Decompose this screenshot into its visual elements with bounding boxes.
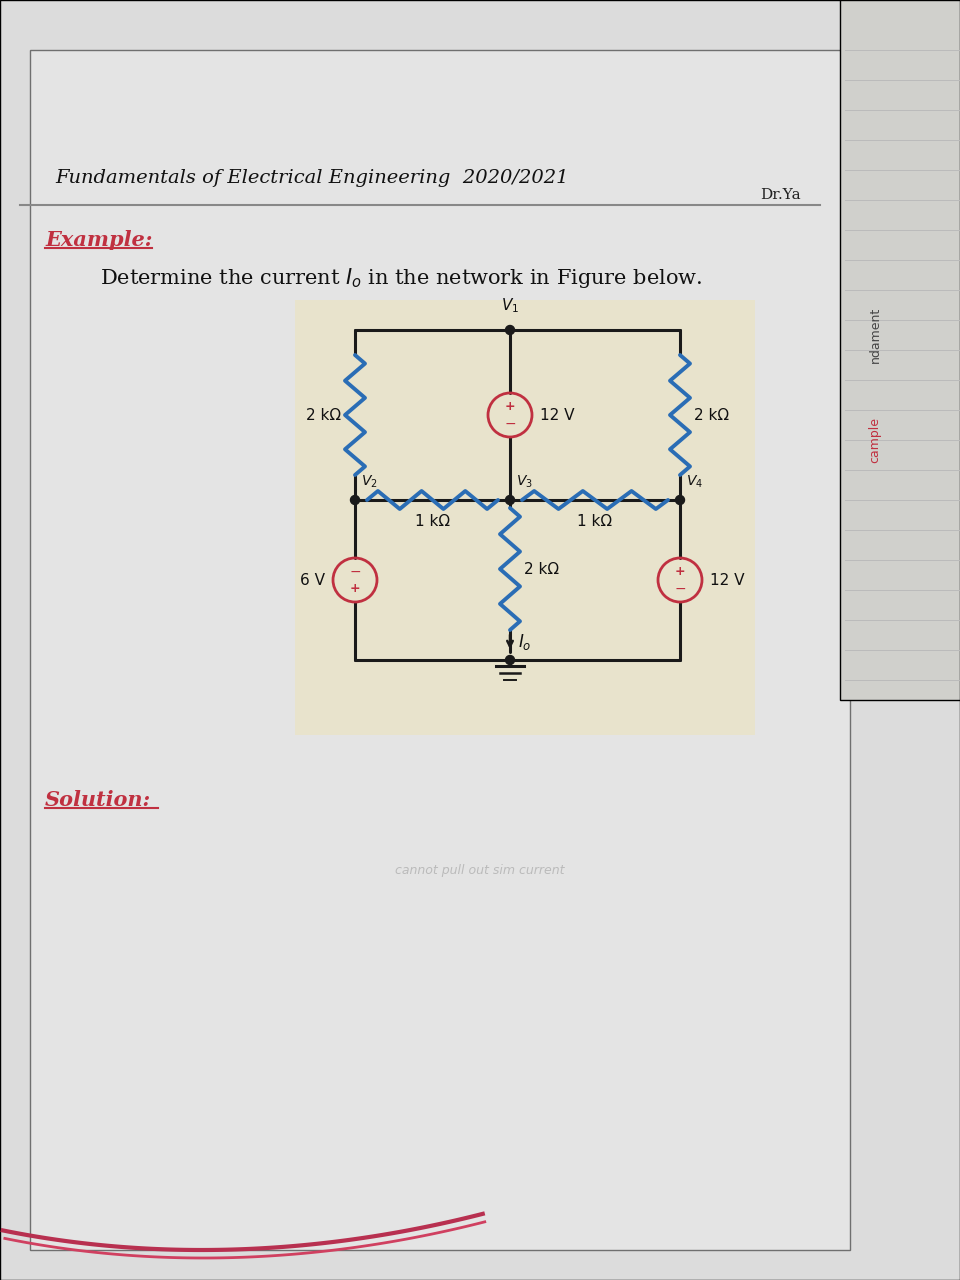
Text: cample: cample (869, 417, 881, 463)
FancyBboxPatch shape (30, 50, 851, 1251)
Text: $I_o$: $I_o$ (518, 632, 532, 652)
Text: 2 kΩ: 2 kΩ (694, 407, 730, 422)
Text: Fundamentals of Electrical Engineering  2020/2021: Fundamentals of Electrical Engineering 2… (55, 169, 568, 187)
Text: 12 V: 12 V (710, 572, 745, 588)
Text: Dr.Ya: Dr.Ya (760, 188, 801, 202)
Text: Solution:: Solution: (45, 790, 152, 810)
Text: $V_4$: $V_4$ (686, 474, 703, 490)
Text: 2 kΩ: 2 kΩ (524, 562, 559, 576)
Text: ndament: ndament (869, 307, 881, 364)
Text: cannot pull out sim current: cannot pull out sim current (396, 864, 564, 877)
FancyBboxPatch shape (840, 0, 960, 700)
Text: +: + (505, 401, 516, 413)
Text: Example:: Example: (45, 230, 153, 250)
Text: +: + (349, 582, 360, 595)
Text: 6 V: 6 V (300, 572, 325, 588)
Text: +: + (675, 566, 685, 579)
Circle shape (506, 655, 515, 664)
Text: 2 kΩ: 2 kΩ (306, 407, 341, 422)
FancyBboxPatch shape (295, 300, 756, 735)
Text: $V_2$: $V_2$ (361, 474, 377, 490)
Text: −: − (674, 581, 685, 595)
Text: −: − (349, 564, 361, 579)
Circle shape (506, 495, 515, 504)
Text: −: − (504, 416, 516, 430)
Circle shape (676, 495, 684, 504)
Text: 12 V: 12 V (540, 407, 574, 422)
Circle shape (506, 325, 515, 334)
Circle shape (350, 495, 359, 504)
Text: 1 kΩ: 1 kΩ (415, 515, 450, 529)
Text: $V_1$: $V_1$ (501, 296, 519, 315)
Text: Determine the current $I_o$ in the network in Figure below.: Determine the current $I_o$ in the netwo… (100, 266, 703, 291)
Text: $V_3$: $V_3$ (516, 474, 533, 490)
Text: 1 kΩ: 1 kΩ (577, 515, 612, 529)
